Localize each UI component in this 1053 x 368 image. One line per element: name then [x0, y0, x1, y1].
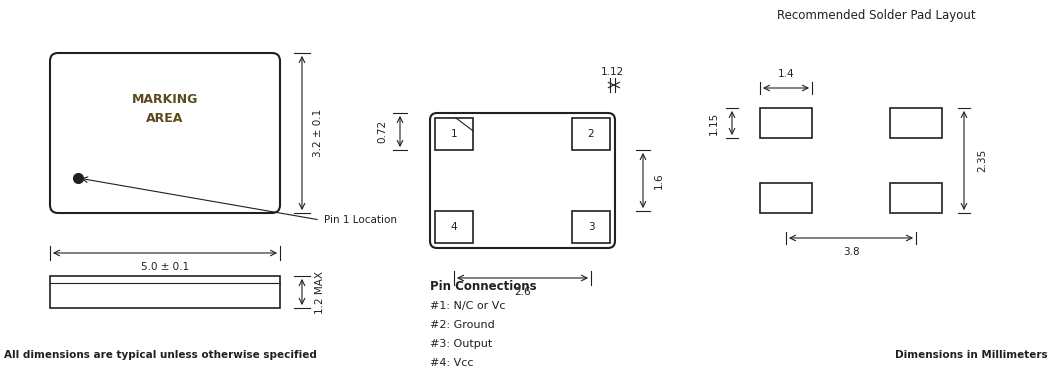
- Text: 1.12: 1.12: [601, 67, 624, 77]
- FancyBboxPatch shape: [49, 53, 280, 213]
- Bar: [49, 276, 280, 308]
- Bar: [890, 108, 942, 138]
- Text: #3: Output: #3: Output: [430, 339, 492, 349]
- Bar: [435, 118, 473, 150]
- Text: 3: 3: [588, 222, 594, 232]
- Text: 2.35: 2.35: [977, 149, 987, 172]
- Text: 1.4: 1.4: [778, 69, 794, 79]
- Text: 2.6: 2.6: [514, 287, 531, 297]
- Bar: [572, 118, 610, 150]
- Text: 1.6: 1.6: [654, 172, 664, 189]
- Bar: [760, 183, 812, 213]
- Text: Pin Connections: Pin Connections: [430, 280, 537, 293]
- Text: 1: 1: [451, 129, 457, 139]
- Bar: [760, 108, 812, 138]
- Text: 5.0 ± 0.1: 5.0 ± 0.1: [141, 262, 190, 272]
- Text: 1.15: 1.15: [709, 112, 719, 135]
- Text: 0.72: 0.72: [377, 120, 388, 143]
- Text: 4: 4: [451, 222, 457, 232]
- Text: MARKING
AREA: MARKING AREA: [132, 93, 198, 125]
- Text: Dimensions in Millimeters: Dimensions in Millimeters: [895, 350, 1048, 360]
- Bar: [890, 183, 942, 213]
- Text: Recommended Solder Pad Layout: Recommended Solder Pad Layout: [777, 10, 975, 22]
- Text: #1: N/C or Vc: #1: N/C or Vc: [430, 301, 505, 311]
- Text: 3.2 ± 0.1: 3.2 ± 0.1: [313, 109, 323, 157]
- Text: All dimensions are typical unless otherwise specified: All dimensions are typical unless otherw…: [4, 350, 317, 360]
- FancyBboxPatch shape: [430, 113, 615, 248]
- Text: 1.2 MAX: 1.2 MAX: [315, 270, 325, 314]
- Text: #4: Vcc: #4: Vcc: [430, 357, 474, 368]
- Text: Pin 1 Location: Pin 1 Location: [324, 215, 397, 225]
- Text: #2: Ground: #2: Ground: [430, 320, 495, 330]
- Bar: [572, 211, 610, 243]
- Bar: [435, 211, 473, 243]
- Text: 3.8: 3.8: [842, 247, 859, 257]
- Text: 2: 2: [588, 129, 594, 139]
